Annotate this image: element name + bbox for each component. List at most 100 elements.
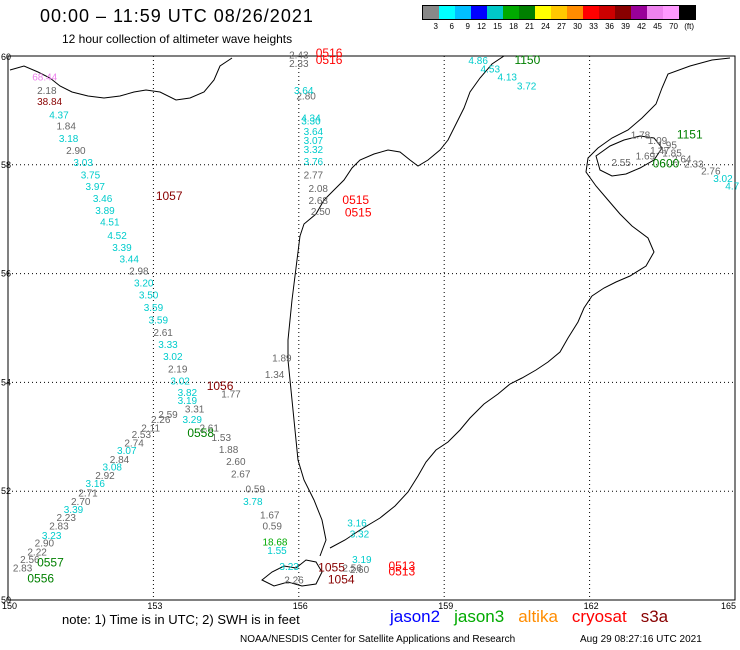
legend-label: 18: [509, 22, 518, 31]
wave-height-label: 2.50: [311, 207, 331, 218]
note-text: note: 1) Time is in UTC; 2) SWH is in fe…: [62, 612, 300, 627]
wave-height-label: 1.69: [636, 151, 656, 162]
okhotsk-north-coastline: [299, 55, 514, 237]
lon-label: 162: [584, 601, 599, 611]
wave-height-label: 3.39: [112, 243, 132, 254]
lat-label: 56: [1, 269, 11, 279]
wave-height-label: 4.52: [107, 231, 127, 242]
legend-labels: 3 6 9 12 15 18 21 24 27 30 33 36 39 42 45 70 (ft): [422, 22, 696, 31]
wave-height-label: 1.84: [56, 121, 76, 132]
wave-height-label: 3.97: [86, 182, 106, 193]
wave-height-label: 3.44: [119, 255, 139, 266]
wave-height-label: 2.11: [141, 423, 160, 434]
legend-swatch: [551, 6, 567, 19]
wave-height-label: 3.50: [139, 291, 159, 302]
lon-label: 150: [2, 601, 17, 611]
lon-label: 156: [293, 601, 308, 611]
page-subtitle: 12 hour collection of altimeter wave hei…: [62, 32, 293, 46]
wave-height-label: 3.03: [73, 158, 93, 169]
legend-swatch: [679, 6, 695, 19]
wave-height-label: 1.34: [265, 370, 285, 381]
wave-height-label: 3.31: [185, 404, 205, 415]
wave-height-label: 1.89: [272, 354, 292, 365]
lon-label: 165: [721, 601, 736, 611]
legend-swatch: [487, 6, 503, 19]
wave-height-label: 2.60: [350, 565, 370, 576]
wave-height-label: 2.56: [20, 555, 40, 566]
wave-height-label: 3.32: [304, 145, 324, 156]
wave-height-label: 3.82: [178, 388, 198, 399]
wave-height-label: 3.19: [352, 555, 372, 566]
wave-height-label: 3.23: [42, 531, 62, 542]
kuril-islands: [261, 559, 323, 587]
wave-height-label: 2.90: [35, 539, 55, 550]
wave-height-label: 4.37: [49, 111, 69, 122]
wave-height-label: 2.67: [231, 470, 251, 481]
lat-lon-grid: [8, 56, 735, 600]
legend-swatch: [471, 6, 487, 19]
map-frame: [7, 55, 736, 601]
wave-height-label: 2.70: [71, 497, 91, 508]
legend-swatch: [535, 6, 551, 19]
wave-height-label: 2.76: [701, 167, 721, 178]
footer-org: NOAA/NESDIS Center for Satellite Applica…: [240, 634, 516, 645]
legend-label: 9: [465, 22, 470, 31]
wave-height-label: 3.07: [117, 446, 137, 457]
wave-height-label: 2.83: [13, 564, 33, 575]
wave-height-label: 3.07: [304, 136, 324, 147]
legend-swatch: [615, 6, 631, 19]
legend-swatch: [567, 6, 583, 19]
footer: NOAA/NESDIS Center for Satellite Applica…: [240, 634, 702, 645]
wave-height-label: 1.88: [219, 445, 239, 456]
pass-time-label: 0516: [316, 46, 343, 60]
legend-label: 45: [653, 22, 662, 31]
legend-label: 6: [449, 22, 454, 31]
pass-time-label: 0558: [187, 426, 214, 440]
pass-time-label: 0600: [653, 157, 680, 171]
color-legend: 3 6 9 12 15 18 21 24 27 30 33 36 39 42 45 70 (ft): [422, 5, 696, 31]
coastline: [9, 55, 731, 587]
pass-time-label: 1054: [328, 573, 355, 587]
satellite-legend: jason2 jason3 altika cryosat s3a: [390, 607, 668, 627]
satellite-jason2: jason2: [390, 607, 441, 626]
wave-height-label: 3.78: [243, 497, 263, 508]
wave-height-label: 4.34: [301, 113, 321, 124]
wave-height-label: 3.23: [279, 562, 299, 573]
wave-height-label: 18.68: [262, 538, 287, 549]
wave-height-label: 3.33: [158, 340, 178, 351]
wave-height-label: 2.33: [289, 59, 309, 70]
lon-label: 159: [438, 601, 453, 611]
satellite-jason3: jason3: [454, 607, 505, 626]
lat-label: 58: [1, 160, 11, 170]
wave-height-label: 2.22: [27, 547, 47, 558]
wave-height-label: 2.71: [78, 489, 98, 500]
legend-label: 3: [433, 22, 438, 31]
legend-swatch: [583, 6, 599, 19]
wave-height-label: 2.90: [66, 146, 86, 157]
legend-label: 70: [669, 22, 678, 31]
wave-height-label: 3.64: [304, 127, 324, 138]
wave-height-label: 2.55: [611, 158, 631, 169]
kamchatka-west-coastline: [287, 235, 327, 557]
wave-height-label: 2.56: [342, 564, 362, 575]
lat-label: 52: [1, 486, 11, 496]
wave-height-label: 2.61: [153, 328, 173, 339]
lat-label: 50: [1, 595, 11, 605]
legend-label: 36: [605, 22, 614, 31]
wave-height-label: 2.84: [110, 455, 130, 466]
pass-time-label: 0557: [37, 555, 64, 569]
wave-height-label: 2.26: [284, 576, 304, 587]
legend-swatch: [599, 6, 615, 19]
legend-swatch: [455, 6, 471, 19]
wave-height-label: 2.43: [289, 51, 309, 62]
wave-height-label: 4.13: [498, 72, 518, 83]
legend-label: 12: [477, 22, 486, 31]
wave-height-label: 2.23: [56, 513, 76, 524]
wave-height-label: 3.46: [93, 194, 113, 205]
legend-label: 27: [557, 22, 566, 31]
legend-label: 15: [493, 22, 502, 31]
karaginsky-island: [595, 135, 663, 177]
wave-height-label: 2.77: [304, 170, 324, 181]
wave-height-label: 3.32: [350, 529, 370, 540]
page-title: 00:00 – 11:59 UTC 08/26/2021: [40, 6, 314, 26]
